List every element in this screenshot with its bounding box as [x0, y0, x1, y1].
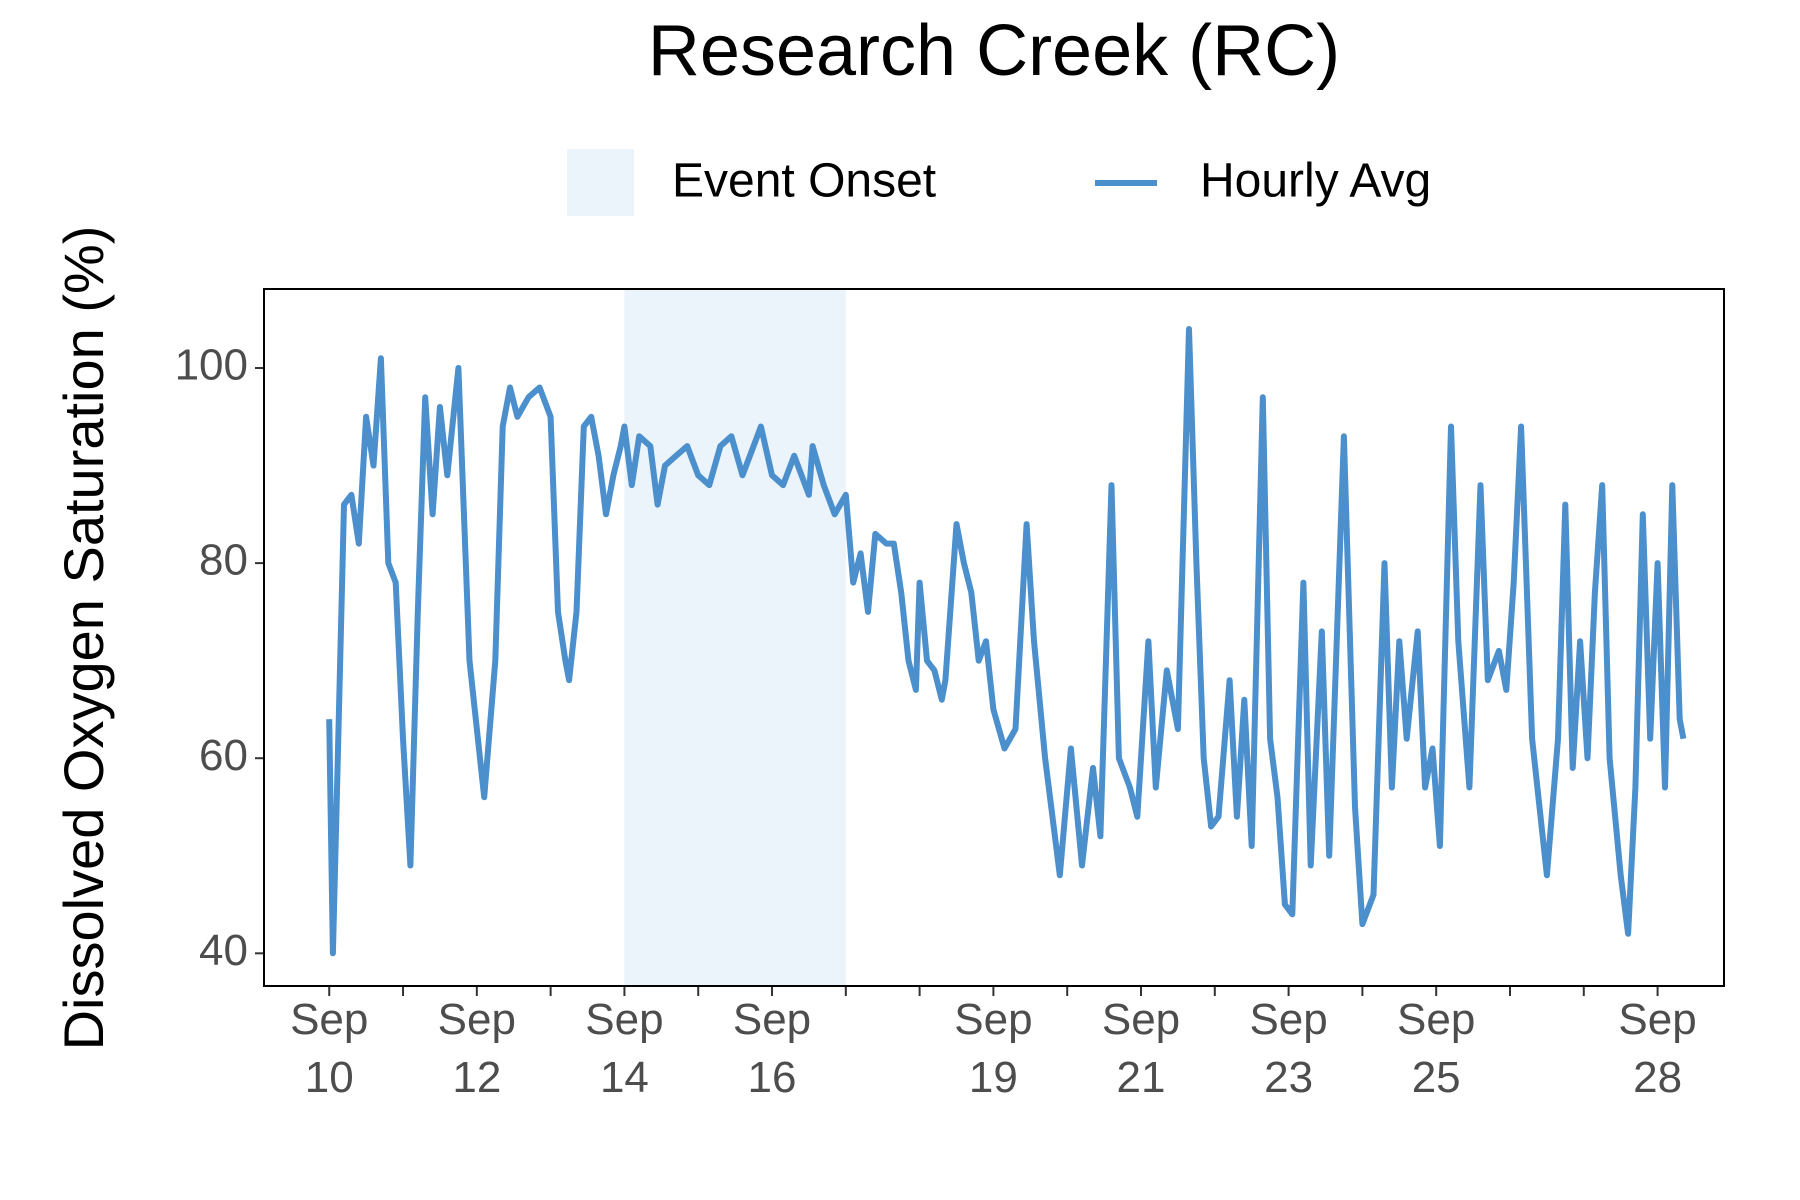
- legend: Event Onset Hourly Avg: [567, 149, 1431, 216]
- x-tick-label: Sep 12: [438, 995, 516, 1102]
- chart-title: Research Creek (RC): [648, 11, 1340, 91]
- legend-swatch: [567, 149, 634, 216]
- y-axis-title: Dissolved Oxygen Saturation (%): [52, 226, 115, 1051]
- y-tick-label: 60: [199, 731, 248, 780]
- plot-area: 40 60 80 100 Sep 10 Sep 12 Sep 14 Sep 16 Sep 19 Sep 21 S…: [175, 288, 1725, 1102]
- x-tick-label: Sep 21: [1102, 995, 1180, 1102]
- x-tick-label: Sep 14: [585, 995, 663, 1102]
- y-tick-label: 100: [175, 341, 248, 390]
- x-tick-label: Sep 16: [733, 995, 811, 1102]
- event-span: [624, 289, 846, 986]
- x-tick-label: Sep 19: [954, 995, 1032, 1102]
- x-tick-label: Sep 10: [290, 995, 368, 1102]
- x-tick-label: Sep 25: [1397, 995, 1475, 1102]
- legend-label: Event Onset: [672, 155, 936, 208]
- x-tick-label: Sep 23: [1249, 995, 1327, 1102]
- y-tick-label: 80: [199, 536, 248, 585]
- legend-label: Hourly Avg: [1200, 155, 1431, 208]
- data-line: [326, 326, 1687, 957]
- x-tick-label: Sep 28: [1618, 995, 1696, 1102]
- y-tick-label: 40: [199, 926, 248, 975]
- plot-frame: [263, 288, 1725, 987]
